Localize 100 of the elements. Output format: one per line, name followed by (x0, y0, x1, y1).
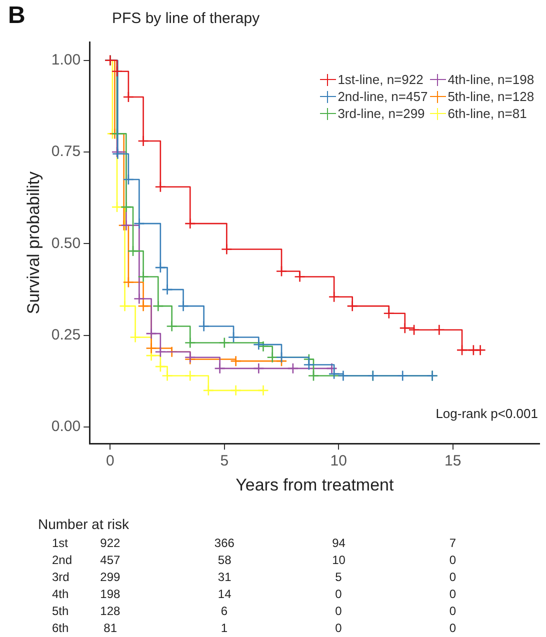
point (328, 368, 340, 380)
text: 1 (220, 621, 228, 635)
point (138, 271, 149, 282)
point (346, 300, 358, 312)
legend-label: 2nd-line, n=457 (338, 89, 428, 104)
point (122, 91, 134, 103)
point (202, 384, 214, 396)
point (253, 338, 264, 350)
point (138, 300, 149, 312)
legend-label: 3rd-line, n=299 (338, 106, 425, 121)
x-tick-label: 15 (444, 452, 462, 470)
point (258, 384, 269, 396)
text: 0 (449, 621, 456, 635)
text: 0 (449, 587, 456, 601)
point (134, 218, 145, 230)
point (130, 332, 141, 343)
text: 6th (52, 621, 69, 635)
point (230, 355, 242, 367)
text: Number at risk (38, 516, 130, 532)
y-tick-label: 1.00 (51, 51, 81, 68)
x-tick-label: 0 (106, 452, 114, 470)
text: 58 (218, 553, 232, 567)
point (154, 360, 166, 372)
text: 366 (214, 536, 234, 550)
point (138, 135, 149, 147)
point (228, 332, 240, 343)
point (111, 201, 123, 213)
point (399, 322, 411, 334)
point (134, 293, 145, 304)
point (146, 328, 157, 340)
y-tick-label: 0.75 (51, 143, 81, 160)
point (119, 300, 130, 312)
point (184, 218, 196, 230)
text: 5th (52, 604, 69, 618)
legend-label: 5th-line, n=128 (448, 89, 534, 104)
point (258, 340, 269, 352)
y-tick-label: 0.25 (51, 326, 81, 344)
point (230, 384, 242, 396)
text: 198 (100, 587, 120, 601)
point (154, 262, 166, 274)
text: 299 (100, 570, 120, 584)
point (154, 181, 166, 193)
point (266, 352, 278, 364)
point (127, 245, 139, 257)
point (474, 344, 486, 356)
point (111, 128, 123, 140)
point (308, 370, 320, 382)
text: 0 (449, 570, 456, 584)
annotation: Log-rank p<0.001 (436, 406, 538, 422)
text: 7 (449, 536, 456, 550)
point (408, 324, 420, 336)
text: 31 (218, 570, 232, 584)
legend-label: 6th-line, n=81 (448, 106, 527, 121)
text: 0 (335, 621, 342, 635)
text: 6 (220, 604, 228, 618)
x-tick-label: 10 (330, 452, 347, 470)
point (253, 362, 264, 374)
point (276, 352, 288, 364)
point (214, 362, 226, 374)
point (122, 276, 134, 288)
chart-title: PFS by line of therapy (112, 10, 260, 27)
point (456, 344, 468, 356)
point (276, 266, 288, 277)
text: 14 (218, 587, 232, 601)
text: 4th (52, 587, 69, 601)
point (184, 370, 196, 382)
text: 0 (335, 604, 342, 618)
text: 1st (52, 536, 68, 550)
point (434, 324, 445, 336)
point (198, 320, 210, 332)
point (328, 291, 340, 303)
x-tick-label: 5 (220, 452, 229, 470)
text: 94 (332, 536, 346, 550)
text: 10 (332, 553, 346, 567)
point (338, 370, 349, 382)
y-axis-title: Survival probability (24, 170, 43, 314)
text: 0 (449, 553, 456, 567)
point (184, 337, 196, 348)
y-tick-label: 0.50 (51, 234, 81, 252)
legend-label: 1st-line, n=922 (338, 72, 424, 87)
point (146, 342, 157, 354)
text: 2nd (52, 553, 72, 567)
text: 5 (335, 570, 342, 584)
y-tick-label: 0.00 (51, 418, 81, 436)
text: 3rd (52, 570, 70, 584)
point (120, 201, 132, 213)
point (120, 220, 132, 232)
point (111, 66, 123, 77)
text: B (8, 2, 26, 30)
point (154, 346, 166, 358)
point (383, 308, 395, 320)
text: 457 (100, 553, 120, 567)
text: 922 (100, 536, 120, 550)
point (122, 174, 134, 186)
point (218, 337, 230, 348)
point (303, 359, 315, 370)
point (326, 362, 338, 374)
text: 81 (104, 621, 118, 635)
point (221, 244, 232, 255)
point (162, 370, 173, 382)
